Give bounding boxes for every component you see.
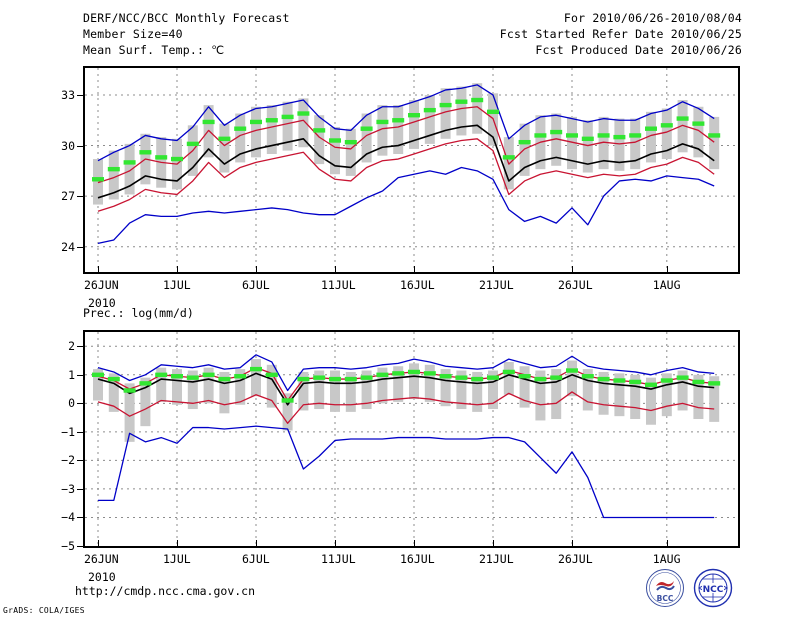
x-tick-mark: [256, 540, 257, 547]
x-tick-mark: [98, 540, 99, 547]
year-label-top: 2010: [88, 296, 116, 310]
y-tick-mark: [77, 196, 83, 198]
page-title: DERF/NCC/BCC Monthly Forecast: [83, 11, 290, 25]
x-tick-mark: [572, 266, 573, 273]
x-tick-mark: [177, 266, 178, 273]
forecast-range-label: For 2010/06/26-2010/08/04: [563, 11, 742, 25]
x-tick-mark: [414, 266, 415, 273]
member-size-label: Member Size=40: [83, 27, 183, 41]
x-tick-label: 11JUL: [321, 552, 356, 566]
x-tick-mark: [572, 540, 573, 547]
x-tick-mark: [493, 540, 494, 547]
y-tick-label: −4: [61, 510, 75, 525]
y-tick-mark: [77, 346, 83, 348]
y-tick-mark: [77, 374, 83, 376]
y-tick-mark: [77, 94, 83, 96]
x-tick-mark: [177, 540, 178, 547]
precipitation-chart: [83, 330, 740, 548]
x-tick-mark: [666, 540, 668, 547]
y-tick-mark: [77, 403, 83, 405]
x-tick-label: 16JUL: [400, 552, 435, 566]
x-tick-label: 21JUL: [479, 278, 514, 292]
x-tick-label: 6JUL: [242, 278, 270, 292]
x-tick-label: 21JUL: [479, 552, 514, 566]
ncc-logo: NCC: [693, 568, 733, 608]
x-tick-label: 26JUL: [558, 278, 593, 292]
y-tick-mark: [77, 431, 83, 433]
x-tick-mark: [256, 266, 257, 273]
bcc-logo: BCC: [645, 568, 685, 608]
y-tick-label: −2: [61, 453, 75, 468]
x-tick-mark: [335, 266, 336, 273]
bcc-logo-text: BCC: [657, 594, 674, 603]
y-tick-label: 30: [61, 138, 75, 153]
x-tick-label: 26JUN: [84, 278, 119, 292]
y-tick-mark: [77, 246, 83, 248]
temperature-plot-area: [85, 68, 738, 272]
x-tick-mark: [414, 540, 415, 547]
x-tick-label: 26JUN: [84, 552, 119, 566]
temperature-series-svg: [85, 68, 738, 272]
x-tick-label: 1JUL: [163, 278, 191, 292]
logo-group: BCC NCC: [645, 568, 750, 608]
x-tick-label: 26JUL: [558, 552, 593, 566]
precipitation-plot-area: [85, 332, 738, 546]
x-tick-mark: [666, 266, 668, 273]
x-tick-label: 16JUL: [400, 278, 435, 292]
y-tick-label: 24: [61, 239, 75, 254]
produced-date-label: Fcst Produced Date 2010/06/26: [535, 43, 742, 57]
x-tick-label: 1AUG: [652, 552, 681, 566]
y-tick-label: 0: [68, 396, 75, 411]
year-label-bottom: 2010: [88, 570, 116, 584]
ncc-logo-text: NCC: [703, 585, 724, 595]
temp-variable-label: Mean Surf. Temp.: ℃: [83, 43, 225, 57]
x-tick-mark: [335, 540, 336, 547]
y-tick-label: −1: [61, 424, 75, 439]
x-tick-mark: [493, 266, 494, 273]
y-tick-mark: [77, 488, 83, 490]
y-tick-mark: [77, 145, 83, 147]
y-tick-mark: [77, 546, 83, 547]
x-tick-label: 6JUL: [242, 552, 270, 566]
y-tick-label: −5: [61, 539, 75, 553]
refer-date-label: Fcst Started Refer Date 2010/06/25: [499, 27, 742, 41]
x-tick-label: 1JUL: [163, 552, 191, 566]
y-tick-mark: [77, 460, 83, 462]
y-tick-mark: [77, 517, 83, 519]
y-tick-label: −3: [61, 481, 75, 496]
precipitation-series-svg: [85, 332, 738, 546]
site-url-label: http://cmdp.ncc.cma.gov.cn: [75, 584, 256, 598]
y-tick-label: 2: [68, 339, 75, 354]
y-tick-label: 27: [61, 189, 75, 204]
temperature-chart: [83, 66, 740, 274]
precipitation-title: Prec.: log(mm/d): [83, 306, 194, 320]
y-tick-label: 33: [61, 87, 75, 102]
grads-credit-label: GrADS: COLA/IGES: [3, 606, 85, 615]
x-tick-mark: [98, 266, 99, 273]
y-tick-label: 1: [68, 367, 75, 382]
x-tick-label: 11JUL: [321, 278, 356, 292]
x-tick-label: 1AUG: [652, 278, 681, 292]
